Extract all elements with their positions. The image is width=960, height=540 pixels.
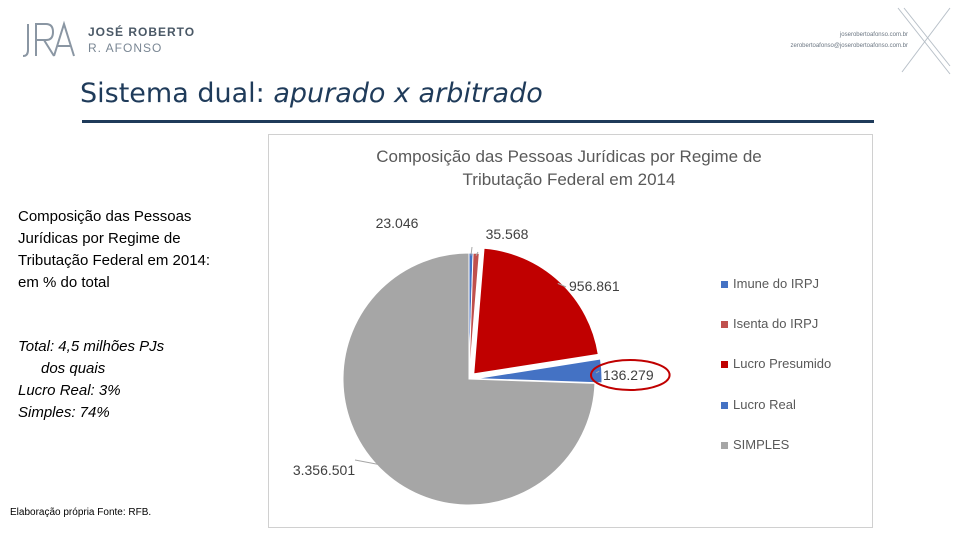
slide-title-italic: apurado x arbitrado: [273, 78, 543, 109]
pie-slice-lucro-real: [475, 358, 603, 384]
leader-line-simples: [354, 459, 381, 466]
side-title-line: Composição das Pessoas: [18, 208, 192, 225]
pie-chart-frame: Composição das Pessoas Jurídicas por Reg…: [268, 134, 873, 528]
legend-swatch-lucro-presumido: [721, 361, 728, 368]
legend-label-simples: SIMPLES: [733, 437, 790, 452]
chart-title-line-2: Tributação Federal em 2014: [463, 170, 676, 189]
chart-title-line-1: Composição das Pessoas Jurídicas por Reg…: [376, 147, 762, 166]
side-description: Composição das Pessoas Jurídicas por Reg…: [18, 206, 243, 294]
slide-title: Sistema dual: apurado x arbitrado: [80, 78, 543, 109]
data-label-simples: 3.356.501: [293, 462, 355, 478]
summary-lucro-real: Lucro Real: 3%: [18, 382, 121, 399]
source-note: Elaboração própria Fonte: RFB.: [10, 507, 152, 518]
title-underline: [82, 120, 874, 123]
leader-line-imune-do-irpj: [470, 246, 473, 256]
legend-swatch-isenta-do-irpj: [721, 321, 728, 328]
side-title-line: Jurídicas por Regime de: [18, 230, 181, 247]
legend-swatch-imune-do-irpj: [721, 281, 728, 288]
side-title-line: Tributação Federal em 2014:: [18, 252, 211, 269]
legend-label-lucro-presumido: Lucro Presumido: [733, 356, 831, 371]
contact-website: joserobertoafonso.com.br: [839, 32, 908, 38]
leader-line-lucro-presumido: [557, 282, 567, 288]
slide-title-regular: Sistema dual:: [80, 78, 274, 109]
leader-line-isenta-do-irpj: [475, 251, 479, 256]
highlight-circle: [590, 359, 671, 391]
pie-slice-lucro-presumido: [473, 247, 599, 375]
side-summary: Total: 4,5 milhões PJs dos quais Lucro R…: [18, 336, 248, 424]
x-mark-decoration: [897, 7, 951, 75]
contact-email: zerobertoafonso@joserobertoafonso.com.br: [790, 43, 909, 49]
side-title-line: em % do total: [18, 274, 110, 291]
brand-line-2: R. AFONSO: [88, 41, 163, 55]
pie-chart: Composição das Pessoas Jurídicas por Reg…: [293, 147, 831, 506]
leader-line-lucro-real: [595, 370, 600, 374]
contact-info: joserobertoafonso.com.br zerobertoafonso…: [791, 30, 909, 52]
legend-label-imune-do-irpj: Imune do IRPJ: [733, 276, 819, 291]
data-label-imune-do-irpj: 23.046: [376, 215, 419, 231]
data-label-isenta-do-irpj: 35.568: [486, 226, 529, 242]
legend-swatch-simples: [721, 442, 728, 449]
data-label-lucro-real: 136.279: [603, 367, 654, 383]
jra-logo: [22, 20, 75, 57]
pie-slice-simples: [342, 252, 596, 506]
summary-of-which: dos quais: [41, 360, 106, 377]
brand-name: JOSÉ ROBERTO R. AFONSO: [88, 24, 195, 56]
brand-line-1: JOSÉ ROBERTO: [88, 25, 196, 39]
legend-label-isenta-do-irpj: Isenta do IRPJ: [733, 316, 818, 331]
pie-slice-isenta-do-irpj: [468, 252, 480, 380]
legend-swatch-lucro-real: [721, 402, 728, 409]
legend-label-lucro-real: Lucro Real: [733, 397, 796, 412]
summary-simples: Simples: 74%: [18, 404, 110, 421]
summary-total: Total: 4,5 milhões PJs: [18, 338, 165, 355]
data-label-lucro-presumido: 956.861: [569, 278, 620, 294]
